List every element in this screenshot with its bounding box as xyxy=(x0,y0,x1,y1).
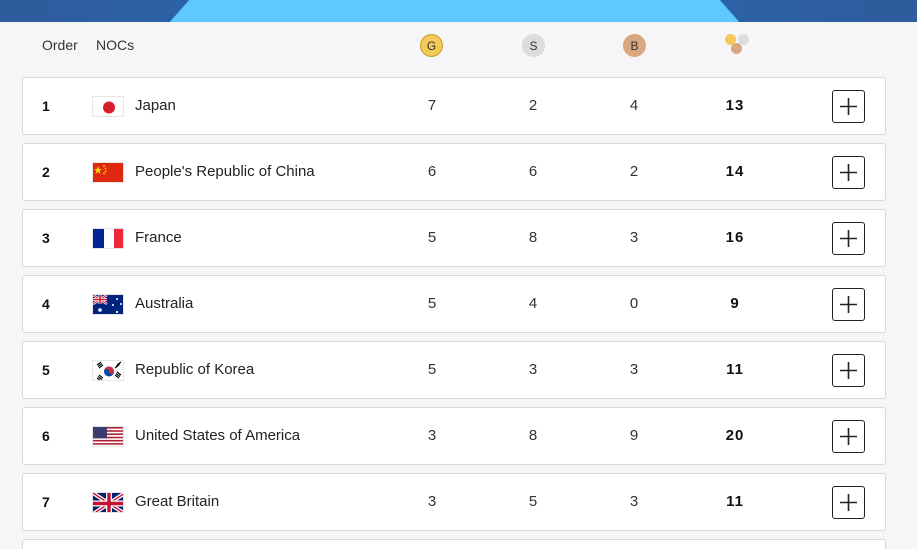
silver-count: 8 xyxy=(528,427,538,444)
total-count: 11 xyxy=(726,361,744,378)
bronze-count: 9 xyxy=(629,427,639,444)
expand-row-button[interactable] xyxy=(832,156,865,189)
gold-count: 5 xyxy=(427,229,437,246)
rank: 5 xyxy=(42,362,50,378)
plus-icon xyxy=(840,230,857,247)
total-count: 11 xyxy=(726,493,744,510)
expand-row-button[interactable] xyxy=(832,288,865,321)
silver-medal-icon[interactable]: S xyxy=(522,34,545,57)
medal-table: 1 Japan 7 2 4 13 2 People's Republic of … xyxy=(22,77,886,549)
silver-count: 2 xyxy=(528,97,538,114)
total-count: 14 xyxy=(725,163,745,180)
rank: 6 xyxy=(42,428,50,444)
plus-icon xyxy=(840,296,857,313)
silver-count: 3 xyxy=(528,361,538,378)
top-banner xyxy=(0,0,917,22)
total-count: 16 xyxy=(725,229,745,246)
country-name[interactable]: United States of America xyxy=(135,427,301,444)
flag-australia-icon xyxy=(92,294,124,315)
expand-row-button[interactable] xyxy=(832,222,865,255)
rank: 7 xyxy=(42,494,50,510)
gold-count: 3 xyxy=(427,427,437,444)
table-row[interactable]: 7 Great Britain 3 5 3 11 xyxy=(22,473,886,531)
flag-china-icon xyxy=(92,162,124,183)
country-name[interactable]: Republic of Korea xyxy=(135,361,255,378)
banner-arc xyxy=(168,0,741,22)
expand-row-button[interactable] xyxy=(832,486,865,519)
table-row[interactable]: 3 France 5 8 3 16 xyxy=(22,209,886,267)
flag-great-britain-icon xyxy=(92,492,124,513)
expand-row-button[interactable] xyxy=(832,90,865,123)
table-row[interactable]: 5 Republic of Korea 5 3 3 11 xyxy=(22,341,886,399)
flag-france-icon xyxy=(92,228,124,249)
plus-icon xyxy=(840,362,857,379)
gold-count: 6 xyxy=(427,163,437,180)
silver-count: 6 xyxy=(528,163,538,180)
plus-icon xyxy=(840,98,857,115)
gold-medal-icon[interactable]: G xyxy=(420,34,443,57)
table-row[interactable]: 4 Australia 5 4 0 9 xyxy=(22,275,886,333)
country-name[interactable]: Great Britain xyxy=(135,493,220,510)
silver-count: 5 xyxy=(528,493,538,510)
bronze-count: 4 xyxy=(629,97,639,114)
table-row[interactable]: 1 Japan 7 2 4 13 xyxy=(22,77,886,135)
medals-total-icon[interactable] xyxy=(724,33,750,59)
plus-icon xyxy=(840,494,857,511)
gold-count: 3 xyxy=(427,493,437,510)
rank: 3 xyxy=(42,230,50,246)
total-count: 20 xyxy=(725,427,745,444)
gold-count: 5 xyxy=(427,295,437,312)
bronze-count: 0 xyxy=(629,295,639,312)
bronze-count: 3 xyxy=(629,493,639,510)
gold-count: 7 xyxy=(427,97,437,114)
table-row[interactable] xyxy=(22,539,886,549)
rank: 1 xyxy=(42,98,50,114)
table-header: Order NOCs G S B xyxy=(0,22,917,68)
expand-row-button[interactable] xyxy=(832,354,865,387)
expand-row-button[interactable] xyxy=(832,420,865,453)
plus-icon xyxy=(840,164,857,181)
table-row[interactable]: 2 People's Republic of China 6 6 2 14 xyxy=(22,143,886,201)
gold-count: 5 xyxy=(427,361,437,378)
bronze-medal-icon[interactable]: B xyxy=(623,34,646,57)
rank: 2 xyxy=(42,164,50,180)
country-name[interactable]: Japan xyxy=(135,97,176,114)
country-name[interactable]: People's Republic of China xyxy=(135,163,315,180)
bronze-count: 3 xyxy=(629,229,639,246)
country-name[interactable]: France xyxy=(135,229,182,246)
flag-japan-icon xyxy=(92,96,124,117)
flag-korea-icon xyxy=(92,360,124,381)
silver-count: 4 xyxy=(528,295,538,312)
rank: 4 xyxy=(42,296,50,312)
plus-icon xyxy=(840,428,857,445)
bronze-count: 3 xyxy=(629,361,639,378)
total-count: 13 xyxy=(725,97,745,114)
table-row[interactable]: 6 United States of America 3 8 9 20 xyxy=(22,407,886,465)
silver-count: 8 xyxy=(528,229,538,246)
total-count: 9 xyxy=(730,295,740,312)
bronze-count: 2 xyxy=(629,163,639,180)
country-name[interactable]: Australia xyxy=(135,295,194,312)
column-header-nocs[interactable]: NOCs xyxy=(96,37,135,53)
column-header-order[interactable]: Order xyxy=(42,37,78,53)
flag-usa-icon xyxy=(92,426,124,447)
